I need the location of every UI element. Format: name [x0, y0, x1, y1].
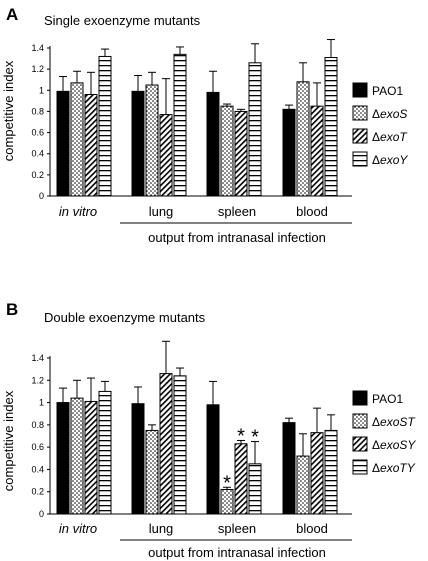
panel-a-y-tick-label: 0.2 [31, 170, 44, 180]
panel-b-bar-exoty-in-vitro [98, 390, 112, 515]
panel-b-bar-exoty-lung [173, 375, 187, 515]
panel-a-category-spleen: spleen [218, 204, 256, 219]
panel-b-legend-label-pao1: PAO1 [372, 392, 403, 406]
panel-b-significance-star: * [237, 425, 245, 447]
panel-b-legend-label-exosy: ΔexoSY [372, 438, 416, 452]
panel-b-significance-star: * [223, 472, 231, 494]
panel-a-y-tick-label: 0.8 [31, 106, 44, 116]
panel-b-bar-exoty-blood [324, 429, 338, 515]
panel-b-bar-exosy-lung [159, 373, 173, 515]
panel-b-category-spleen: spleen [218, 521, 256, 536]
panel-b-significance-star: * [251, 427, 259, 449]
panel-a-letter: A [6, 5, 18, 24]
panel-a-y-tick-label: 0 [39, 191, 44, 201]
panel-b-bar-exoty-spleen [248, 463, 262, 515]
panel-a-category-lung: lung [149, 204, 174, 219]
panel-b-y-tick-label: 1 [39, 398, 44, 408]
panel-a-y-tick-label: 1.4 [31, 43, 44, 53]
panel-a-bar-pao1-blood [282, 108, 296, 197]
panel-b-legend-swatch-exosy [352, 436, 368, 452]
panel-b-bar-pao1-spleen [206, 404, 220, 515]
panel-b-category-in-vitro: in vitro [59, 521, 97, 536]
panel-a-legend-swatch-exoy [352, 151, 368, 167]
panel-b-bar-pao1-in-vitro [56, 402, 70, 515]
panel-a-y-tick-label: 1.2 [31, 64, 44, 74]
panel-b-bar-exosy-in-vitro [84, 400, 98, 515]
panel-b-plot: 0 0.2 0.4 0.6 0.8 1 1.2 1.4 * * * [31, 340, 352, 519]
panel-a-bar-pao1-in-vitro [56, 90, 70, 197]
panel-b-legend: PAO1 ΔexoST ΔexoSY ΔexoTY [352, 390, 416, 475]
panel-a-bar-exos-blood [296, 81, 310, 197]
panel-b-letter: B [6, 300, 18, 319]
panel-a-y-tick-label: 0.6 [31, 128, 44, 138]
panel-a-y-axis-label: competitive index [1, 60, 16, 161]
panel-b-y-tick-label: 0.8 [31, 420, 44, 430]
panel-a-bar-exot-blood [310, 105, 324, 197]
panel-a-bar-exoy-lung [173, 53, 187, 197]
panel-a-bar-exoy-blood [324, 57, 338, 197]
panel-b-bar-exosy-spleen [234, 443, 248, 515]
panel-a-category-blood: blood [296, 204, 328, 219]
panel-a-x-axis-label: output from intranasal infection [148, 230, 326, 245]
panel-a-category-in-vitro: in vitro [59, 204, 97, 219]
panel-b-y-tick-label: 1.4 [31, 353, 44, 363]
panel-b-bar-pao1-blood [282, 422, 296, 515]
panel-b-y-tick-label: 0 [39, 509, 44, 519]
panel-b-bar-pao1-lung [131, 403, 145, 515]
panel-b-bar-exosy-blood [310, 432, 324, 515]
panel-a-bar-exoy-in-vitro [98, 55, 112, 197]
panel-a: A Single exoenzyme mutants competitive i… [1, 5, 408, 245]
panel-a-legend-label-exos: ΔexoS [372, 107, 407, 121]
panel-a-bar-exot-in-vitro [84, 94, 98, 197]
panel-b-y-tick-label: 1.2 [31, 375, 44, 385]
panel-b-y-tick-label: 0.6 [31, 442, 44, 452]
panel-b-bar-exost-lung [145, 429, 159, 515]
panel-b-x-axis-label: output from intranasal infection [148, 545, 326, 560]
panel-a-bar-exos-lung [145, 84, 159, 197]
panel-a-title: Single exoenzyme mutants [44, 13, 201, 28]
panel-b-bar-exost-in-vitro [70, 397, 84, 515]
panel-a-legend-swatch-exos [352, 105, 368, 121]
panel-a-bar-exoy-spleen [248, 62, 262, 197]
panel-a-bar-pao1-spleen [206, 91, 220, 197]
panel-a-legend-swatch-pao1 [352, 82, 368, 98]
panel-b-legend-swatch-exoty [352, 459, 368, 475]
panel-b-legend-swatch-exost [352, 413, 368, 429]
panel-b-legend-label-exost: ΔexoST [372, 415, 416, 429]
panel-a-y-tick-label: 1 [39, 85, 44, 95]
panel-a-bar-exos-in-vitro [70, 82, 84, 197]
panel-a-legend-label-pao1: PAO1 [372, 84, 403, 98]
panel-a-legend-label-exoy: ΔexoY [372, 153, 408, 167]
panel-b-legend-swatch-pao1 [352, 390, 368, 406]
panel-a-legend-label-exot: ΔexoT [372, 130, 408, 144]
panel-b-y-tick-label: 0.2 [31, 487, 44, 497]
panel-a-bar-pao1-lung [131, 90, 145, 197]
panel-b-category-blood: blood [296, 521, 328, 536]
panel-b-y-axis-label: competitive index [1, 390, 16, 491]
panel-b-legend-label-exoty: ΔexoTY [372, 461, 416, 475]
panel-b-bar-exost-blood [296, 455, 310, 515]
panel-b-title: Double exoenzyme mutants [44, 310, 206, 325]
panel-b: B Double exoenzyme mutants competitive i… [1, 300, 416, 560]
panel-b-category-lung: lung [149, 521, 174, 536]
panel-a-legend: PAO1 ΔexoS ΔexoT ΔexoY [352, 82, 408, 167]
panel-a-y-tick-label: 0.4 [31, 149, 44, 159]
panel-a-legend-swatch-exot [352, 128, 368, 144]
panel-a-plot: 0 0.2 0.4 0.6 0.8 1 1.2 1.4 [31, 39, 352, 201]
panel-a-bar-exot-spleen [234, 110, 248, 197]
panel-a-bar-exot-lung [159, 114, 173, 197]
panel-b-y-tick-label: 0.4 [31, 464, 44, 474]
panel-a-bar-exos-spleen [220, 105, 234, 197]
